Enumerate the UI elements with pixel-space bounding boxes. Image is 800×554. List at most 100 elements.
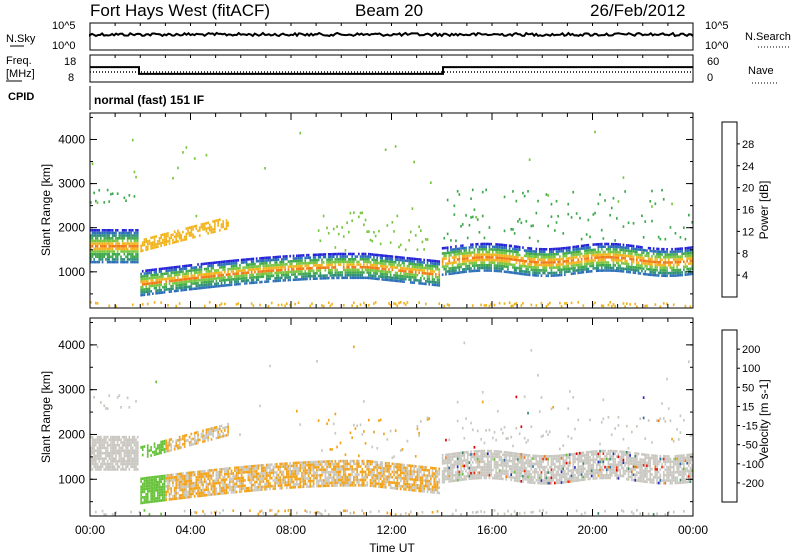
- echo-cell: [354, 265, 357, 269]
- echo-cell: [172, 279, 174, 282]
- echo-cell: [296, 257, 298, 260]
- echo-cell: [498, 267, 501, 270]
- echo-cell: [120, 260, 122, 264]
- echo-cell: [170, 448, 173, 452]
- echo-cell: [426, 261, 429, 265]
- echo-cell: [227, 262, 229, 266]
- echo-cell: [178, 268, 181, 271]
- echo-cell: [336, 268, 338, 272]
- echo-cell: [215, 510, 218, 513]
- echo-cell: [456, 266, 459, 269]
- echo-cell: [284, 478, 286, 482]
- echo-cell: [193, 442, 196, 446]
- echo-cell: [420, 268, 422, 272]
- echo-cell: [120, 247, 122, 251]
- echo-cell: [398, 245, 400, 249]
- echo-cell: [227, 273, 229, 276]
- echo-cell: [200, 262, 203, 266]
- echo-cell: [349, 271, 352, 274]
- echo-cell: [192, 484, 194, 488]
- echo-cell: [95, 252, 97, 256]
- echo-cell: [386, 270, 389, 274]
- echo-cell: [552, 271, 554, 275]
- echo-cell: [143, 445, 146, 448]
- echo-cell: [208, 277, 211, 281]
- echo-cell: [190, 479, 193, 483]
- echo-cell: [95, 462, 97, 466]
- echo-cell: [217, 282, 219, 285]
- echo-cell: [312, 264, 315, 267]
- echo-cell: [647, 254, 650, 258]
- echo-cell: [302, 272, 305, 276]
- echo-cell: [121, 242, 124, 245]
- echo-cell: [490, 248, 492, 251]
- echo-cell: [158, 446, 161, 450]
- echo-cell: [250, 257, 253, 261]
- echo-cell: [497, 267, 499, 270]
- echo-cell: [128, 462, 131, 466]
- echo-cell: [237, 274, 240, 278]
- echo-cell: [476, 256, 479, 259]
- echo-cell: [584, 257, 586, 261]
- echo-cell: [394, 276, 397, 280]
- echo-cell: [141, 453, 144, 457]
- echo-cell: [197, 473, 199, 476]
- echo-cell: [205, 153, 208, 157]
- echo-cell: [190, 271, 193, 275]
- echo-cell: [155, 486, 157, 489]
- echo-cell: [555, 250, 558, 253]
- echo-cell: [379, 272, 382, 276]
- echo-cell: [250, 483, 253, 487]
- echo-cell: [637, 264, 640, 267]
- echo-cell: [337, 276, 340, 280]
- echo-cell: [532, 258, 534, 261]
- echo-cell: [438, 278, 441, 282]
- echo-cell: [346, 276, 348, 280]
- echo-cell: [353, 301, 355, 304]
- echo-cell: [523, 265, 526, 268]
- echo-cell: [312, 274, 315, 278]
- echo-cell: [275, 463, 278, 466]
- echo-cell: [490, 266, 492, 270]
- echo-cell: [212, 474, 214, 477]
- echo-cell: [91, 229, 94, 232]
- echo-cell: [255, 469, 258, 473]
- echo-cell: [212, 264, 214, 267]
- echo-cell: [590, 256, 593, 260]
- echo-cell: [279, 462, 281, 466]
- echo-cell: [212, 434, 214, 438]
- echo-cell: [163, 485, 166, 488]
- echo-cell: [652, 252, 655, 256]
- beam-title: Beam 20: [355, 1, 423, 20]
- echo-cell: [495, 243, 497, 246]
- echo-cell: [508, 271, 511, 274]
- echo-cell: [595, 261, 598, 265]
- echo-cell: [381, 267, 384, 271]
- echo-cell: [446, 303, 449, 306]
- echo-cell: [195, 214, 198, 218]
- echo-cell: [683, 226, 685, 229]
- echo-cell: [562, 262, 565, 266]
- echo-cell: [91, 443, 94, 447]
- echo-cell: [203, 437, 206, 440]
- echo-cell: [349, 268, 352, 272]
- echo-cell: [230, 491, 233, 494]
- echo-cell: [152, 236, 154, 239]
- echo-cell: [391, 265, 394, 269]
- echo-cell: [585, 252, 588, 255]
- echo-cell: [616, 217, 618, 220]
- echo-cell: [492, 250, 494, 254]
- echo-cell: [681, 255, 683, 258]
- echo-cell: [240, 471, 243, 474]
- echo-cell: [188, 226, 191, 229]
- echo-cell: [612, 258, 615, 262]
- echo-cell: [136, 449, 139, 452]
- echo-cell: [676, 271, 678, 275]
- echo-cell: [435, 265, 437, 268]
- echo-cell: [175, 287, 178, 290]
- echo-cell: [224, 467, 226, 471]
- echo-cell: [146, 476, 149, 480]
- echo-cell: [103, 443, 106, 447]
- echo-cell: [126, 449, 129, 452]
- echo-cell: [656, 250, 658, 253]
